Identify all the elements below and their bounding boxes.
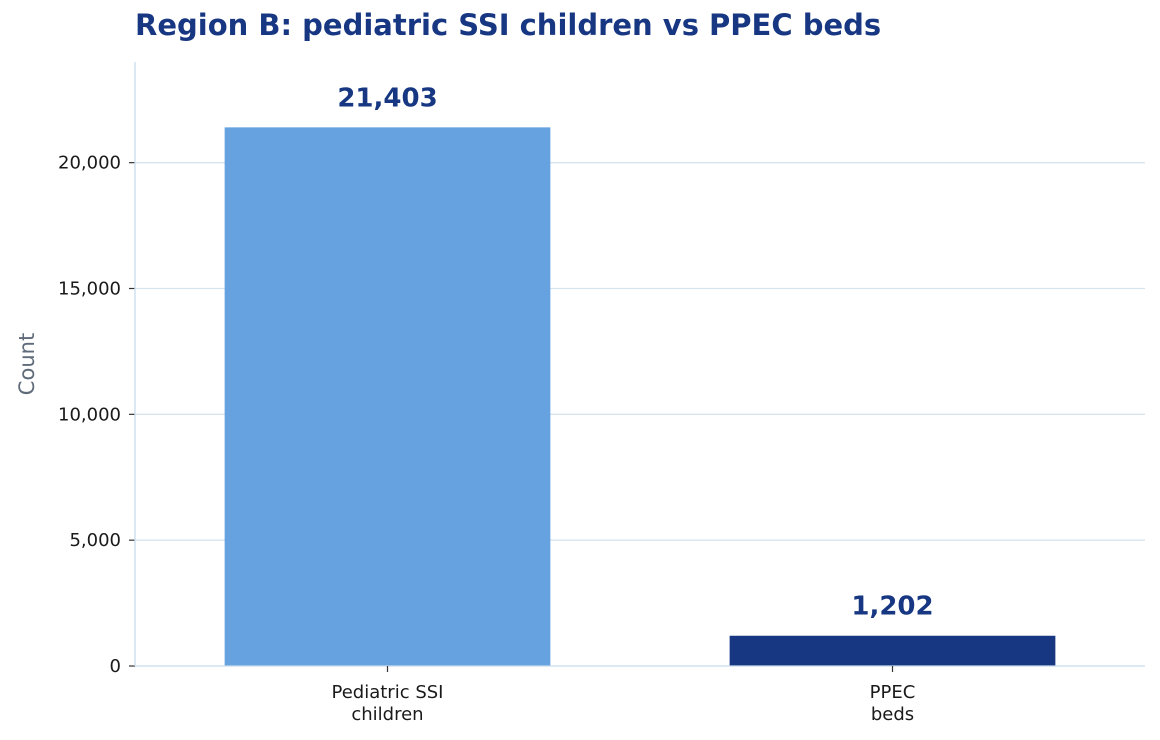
bar (224, 127, 551, 666)
y-tick-label: 5,000 (69, 530, 121, 551)
data-label: 1,202 (851, 592, 933, 622)
chart-title: Region B: pediatric SSI children vs PPEC… (135, 8, 882, 42)
bars (224, 127, 1056, 666)
y-tick-label: 0 (110, 656, 121, 677)
y-tick-label: 15,000 (58, 279, 121, 300)
x-tick-label: Pediatric SSI (332, 682, 444, 703)
x-tick-label: PPEC (870, 682, 916, 703)
y-axis-title: Count (15, 333, 39, 395)
x-tick-label: children (351, 704, 423, 725)
data-label: 21,403 (337, 83, 437, 113)
labels: 21,403 1,202 (337, 83, 933, 621)
axes: 0 5,000 10,000 15,000 20,000 Count Pediatric S… (15, 62, 1145, 725)
y-tick-label: 20,000 (58, 153, 121, 174)
y-tick-label: 10,000 (58, 404, 121, 425)
x-tick-label: beds (871, 704, 914, 725)
bar (729, 635, 1056, 666)
